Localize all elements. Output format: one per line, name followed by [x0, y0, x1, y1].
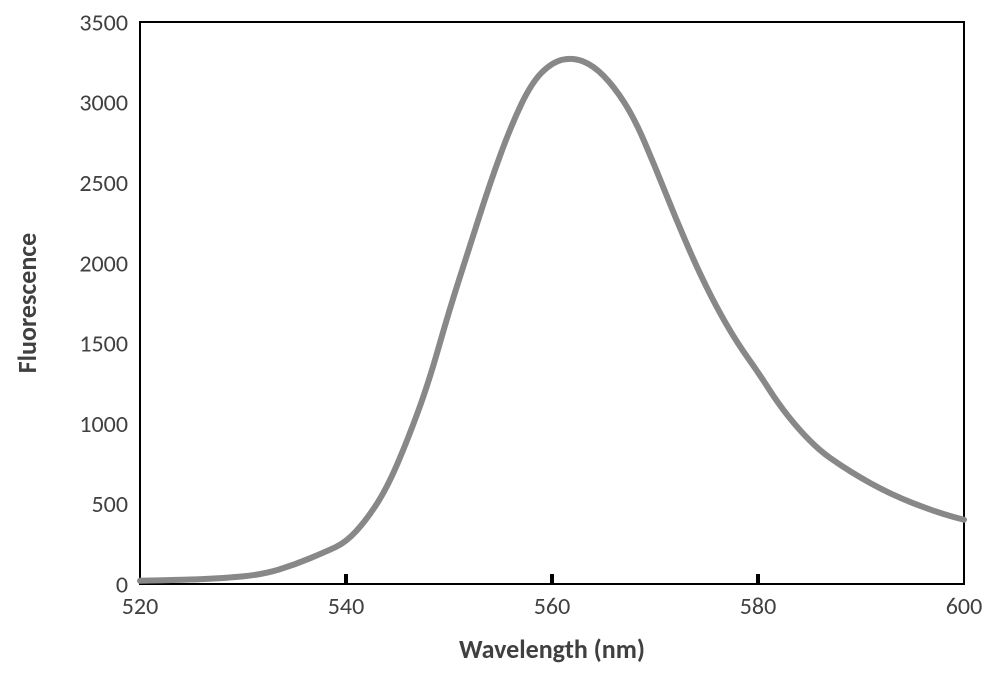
- x-tick-label: 560: [534, 592, 571, 621]
- x-tick-label: 580: [740, 592, 777, 621]
- chart-svg: 5205405605806000500100015002000250030003…: [0, 0, 1000, 692]
- y-tick-label: 0: [116, 570, 128, 599]
- x-tick-label: 600: [946, 592, 983, 621]
- y-tick-label: 1000: [79, 410, 128, 439]
- fluorescence-spectrum-chart: 5205405605806000500100015002000250030003…: [0, 0, 1000, 692]
- y-tick-label: 2500: [79, 169, 128, 198]
- y-tick-label: 3000: [79, 89, 128, 118]
- x-axis-label: Wavelength (nm): [459, 633, 645, 665]
- y-axis-label: Fluorescence: [11, 233, 43, 374]
- plot-area: [140, 22, 964, 584]
- y-tick-label: 500: [92, 490, 129, 519]
- data-series-line: [140, 59, 964, 581]
- y-tick-label: 1500: [79, 330, 128, 359]
- y-tick-label: 3500: [79, 8, 128, 37]
- y-tick-label: 2000: [79, 249, 128, 278]
- x-tick-label: 540: [328, 592, 365, 621]
